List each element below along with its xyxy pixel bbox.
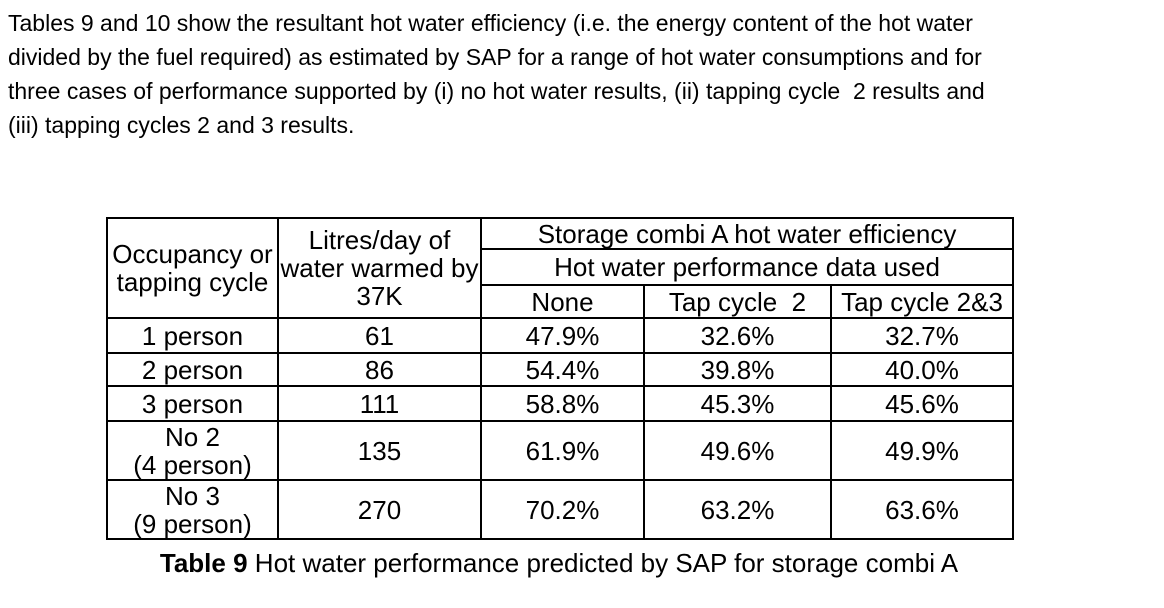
table-row: No 3 (9 person) 270 70.2% 63.2% 63.6%	[106, 479, 1015, 540]
cell-occupancy: No 2 (4 person)	[106, 420, 279, 481]
table-row: 1 person 61 47.9% 32.6% 32.7%	[106, 317, 1015, 354]
table-row: No 2 (4 person) 135 61.9% 49.6% 49.9%	[106, 420, 1015, 481]
intro-line-4: (iii) tapping cycles 2 and 3 results.	[8, 112, 355, 138]
header-col-none: None	[480, 284, 645, 319]
table-row: 2 person 86 54.4% 39.8% 40.0%	[106, 352, 1015, 387]
cell-occupancy: 1 person	[106, 317, 279, 354]
cell-litres: 111	[277, 385, 482, 422]
cell-tap23: 49.9%	[829, 420, 1015, 481]
intro-line-1: Tables 9 and 10 show the resultant hot w…	[8, 10, 973, 36]
table-caption: Table 9 Hot water performance predicted …	[106, 548, 1012, 578]
cell-litres: 61	[277, 317, 482, 354]
header-litres: Litres/day of water warmed by 37K	[277, 217, 482, 319]
header-row-columns: None Tap cycle 2 Tap cycle 2&3	[107, 284, 1015, 319]
header-col-tap-cycle-2: Tap cycle 2	[643, 284, 832, 319]
cell-tap2: 45.3%	[643, 385, 832, 422]
table-row: 3 person 111 58.8% 45.3% 45.6%	[106, 385, 1015, 422]
cell-occupancy: 3 person	[106, 385, 279, 422]
cell-tap2: 63.2%	[643, 479, 832, 540]
caption-text: Hot water performance predicted by SAP f…	[254, 548, 959, 578]
cell-none: 70.2%	[480, 479, 645, 540]
cell-tap23: 40.0%	[829, 352, 1015, 387]
cell-litres: 135	[277, 420, 482, 481]
intro-paragraph: Tables 9 and 10 show the resultant hot w…	[8, 6, 985, 142]
cell-occupancy: No 3 (9 person)	[106, 479, 279, 540]
header-occupancy: Occupancy or tapping cycle	[106, 217, 279, 319]
intro-line-3: three cases of performance supported by …	[8, 78, 985, 104]
cell-occupancy: 2 person	[106, 352, 279, 387]
cell-tap2: 49.6%	[643, 420, 832, 481]
header-col-tap-cycle-2and3: Tap cycle 2&3	[829, 284, 1015, 319]
cell-tap2: 32.6%	[643, 317, 832, 354]
cell-tap23: 63.6%	[829, 479, 1015, 540]
cell-tap23: 32.7%	[829, 317, 1015, 354]
table-9-container: Occupancy or tapping cycle Litres/day of…	[106, 217, 1015, 578]
intro-line-2: divided by the fuel required) as estimat…	[8, 44, 982, 70]
cell-tap2: 39.8%	[643, 352, 832, 387]
cell-litres: 86	[277, 352, 482, 387]
cell-none: 61.9%	[480, 420, 645, 481]
table-9: Occupancy or tapping cycle Litres/day of…	[106, 217, 1015, 540]
header-row-group-subtitle: Hot water performance data used	[107, 248, 1015, 286]
cell-none: 47.9%	[480, 317, 645, 354]
header-row-group-title: Occupancy or tapping cycle Litres/day of…	[106, 217, 1015, 319]
cell-tap23: 45.6%	[829, 385, 1015, 422]
caption-label: Table 9	[159, 548, 248, 578]
header-group-subtitle: Hot water performance data used	[479, 248, 1015, 286]
cell-none: 58.8%	[480, 385, 645, 422]
cell-none: 54.4%	[480, 352, 645, 387]
cell-litres: 270	[277, 479, 482, 540]
header-group-title: Storage combi A hot water efficiency	[479, 217, 1015, 250]
